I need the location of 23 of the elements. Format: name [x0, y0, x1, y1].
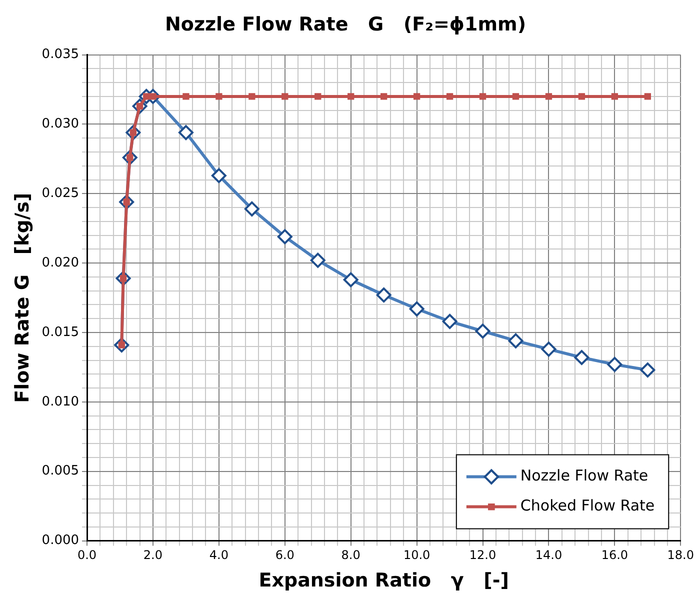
y-tick-label: 0.010 [42, 394, 80, 410]
x-tick-label: 6.0 [275, 548, 294, 562]
x-tick-label: 18.0 [667, 548, 694, 562]
y-tick-label: 0.035 [42, 47, 80, 62]
x-tick-label: 10.0 [403, 548, 430, 562]
x-tick-label: 16.0 [601, 548, 628, 562]
y-tick-label: 0.025 [42, 186, 80, 202]
legend-label: Choked Flow Rate [520, 496, 655, 515]
legend-label: Nozzle Flow Rate [520, 466, 648, 485]
x-tick-label: 14.0 [535, 548, 562, 562]
y-tick-label: 0.030 [42, 116, 80, 132]
x-tick-label: 0.0 [77, 548, 97, 562]
x-tick-label: 12.0 [469, 548, 496, 562]
x-axis-title: Expansion Ratio γ [-] [258, 570, 509, 592]
x-tick-label: 8.0 [341, 548, 360, 562]
y-axis-title: Flow Rate G [kg/s] [11, 192, 34, 403]
x-tick-label: 2.0 [143, 548, 163, 562]
chart-title: Nozzle Flow Rate G (F₂=ϕ1mm) [164, 13, 526, 36]
y-tick-label: 0.005 [42, 464, 80, 479]
y-tick-label: 0.000 [42, 533, 80, 548]
x-tick-label: 4.0 [209, 548, 228, 562]
y-tick-label: 0.015 [42, 324, 80, 340]
y-tick-label: 0.020 [42, 255, 80, 270]
